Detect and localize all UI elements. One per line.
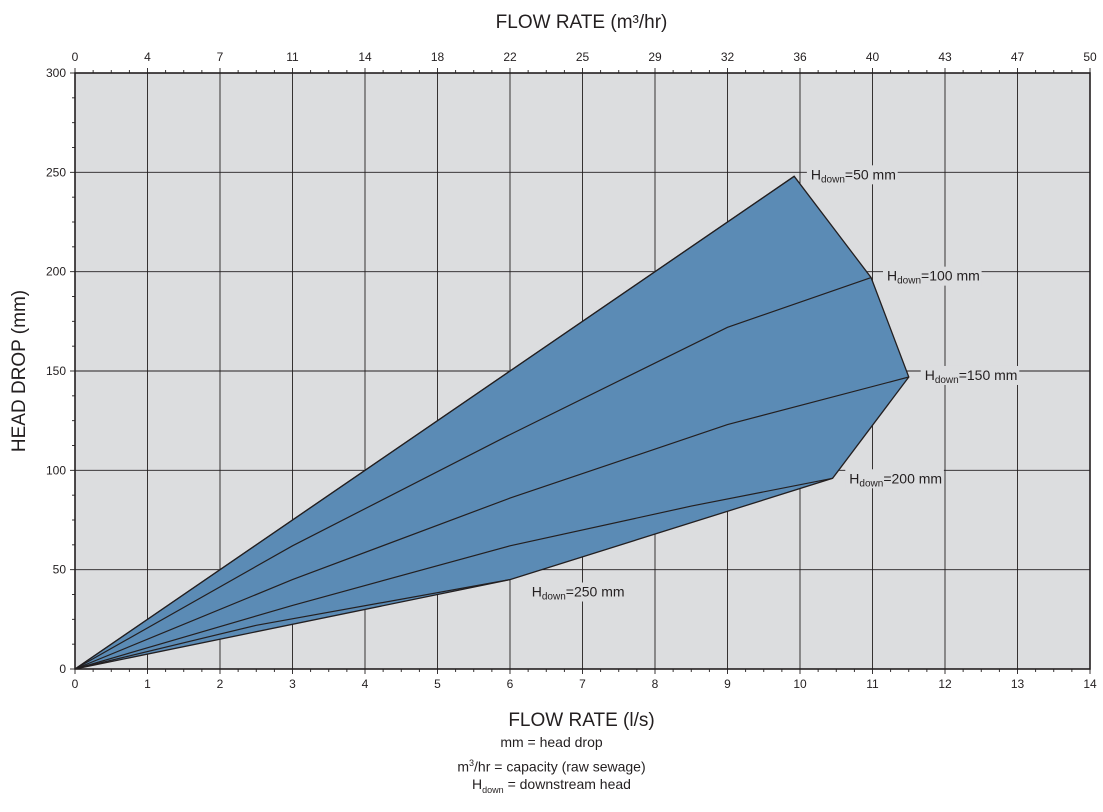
curve-label: Hdown=200 mm	[849, 470, 942, 489]
legend-line-capacity: m3/hr = capacity (raw sewage)	[0, 753, 1103, 775]
top-x-tick-label: 50	[1083, 50, 1097, 64]
tick-marks	[70, 68, 1091, 674]
legend-line-mm: mm = head drop	[500, 734, 603, 750]
legend-capacity-unit: m	[457, 758, 470, 775]
x-tick-label: 1	[144, 677, 151, 691]
legend-notes: mm = head drop m3/hr = capacity (raw sew…	[0, 732, 1103, 795]
curve-label-value: =150 mm	[959, 367, 1018, 383]
curve-label: Hdown=100 mm	[887, 268, 980, 287]
curve-label-value: =200 mm	[883, 470, 942, 486]
x-tick-label: 14	[1083, 677, 1097, 691]
curve-label-symbol: H	[532, 584, 542, 600]
top-x-tick-label: 47	[1011, 50, 1025, 64]
top-x-tick-label: 32	[721, 50, 735, 64]
x-tick-label: 13	[1011, 677, 1025, 691]
top-x-tick-label: 29	[648, 50, 662, 64]
curve-label-subscript: down	[935, 375, 959, 386]
x-tick-label: 8	[652, 677, 659, 691]
curve-line	[74, 376, 909, 670]
x-tick-label: 0	[72, 677, 79, 691]
curve-label-background	[806, 165, 898, 185]
legend-capacity-text: /hr = capacity (raw sewage)	[474, 758, 646, 775]
curve-label-value: =250 mm	[566, 584, 625, 600]
y-tick-label: 200	[46, 265, 66, 279]
top-x-tick-label: 25	[576, 50, 590, 64]
y-tick-label: 150	[46, 364, 66, 378]
top-x-tick-label: 0	[72, 50, 79, 64]
x-tick-label: 5	[434, 677, 441, 691]
curve-label-background	[920, 365, 1020, 385]
curve-label-background	[883, 266, 982, 286]
curve-label-background	[527, 582, 627, 602]
y-tick-label: 300	[46, 66, 66, 80]
y-tick-labels: 0 50 100 150 200 250 300	[46, 66, 66, 676]
y-tick-label: 0	[59, 662, 66, 676]
x-tick-label: 9	[724, 677, 731, 691]
y-tick-label: 250	[46, 165, 66, 179]
top-x-axis-title: FLOW RATE (m³/hr)	[496, 12, 668, 33]
top-x-tick-label: 7	[217, 50, 224, 64]
legend-line-hdown: Hdown = downstream head	[0, 774, 1103, 795]
curve-label-subscript: down	[859, 478, 883, 489]
top-x-tick-label: 18	[431, 50, 445, 64]
y-tick-label: 100	[46, 463, 66, 477]
top-x-tick-label: 4	[144, 50, 151, 64]
curve-label: Hdown=250 mm	[532, 584, 625, 603]
curve-label-subscript: down	[897, 276, 921, 287]
top-x-tick-label: 14	[358, 50, 372, 64]
head-drop-chart: 0 1 2 3 4 5 6 7 8 9 10 11 12 13 14 0 4 7 11 14 18 22 25 29 32 36…	[9, 12, 1097, 731]
legend-hdown-text: = downstream head	[503, 776, 631, 792]
curve-label-value: =50 mm	[845, 166, 896, 182]
x-tick-label: 3	[289, 677, 296, 691]
top-x-tick-labels: 0 4 7 11 14 18 22 25 29 32 36 40 43 47 50	[72, 50, 1097, 64]
bottom-x-tick-labels: 0 1 2 3 4 5 6 7 8 9 10 11 12 13 14	[72, 677, 1097, 691]
curve-label-symbol: H	[849, 470, 859, 486]
top-x-tick-label: 43	[938, 50, 952, 64]
curve-line	[74, 175, 795, 670]
x-tick-label: 11	[866, 677, 879, 691]
curve-label: Hdown=150 mm	[925, 367, 1018, 386]
x-tick-label: 6	[507, 677, 514, 691]
y-axis-title: HEAD DROP (mm)	[9, 290, 30, 452]
curve-label-symbol: H	[811, 166, 821, 182]
curve-label: Hdown=50 mm	[811, 166, 896, 185]
curve-label-symbol: H	[925, 367, 935, 383]
x-tick-label: 12	[938, 677, 952, 691]
x-tick-label: 2	[217, 677, 224, 691]
curve-lines	[74, 175, 909, 670]
curve-label-subscript: down	[542, 592, 566, 603]
top-x-tick-label: 11	[286, 50, 299, 64]
x-tick-label: 7	[579, 677, 586, 691]
curve-label-subscript: down	[821, 174, 845, 185]
curve-label-background	[845, 469, 944, 489]
x-tick-label: 10	[793, 677, 807, 691]
top-x-tick-label: 40	[866, 50, 880, 64]
legend-hdown-symbol: H	[472, 776, 483, 792]
top-x-tick-label: 22	[503, 50, 517, 64]
curve-label-symbol: H	[887, 268, 897, 284]
curve-line	[74, 477, 833, 670]
x-tick-label: 4	[362, 677, 369, 691]
y-tick-label: 50	[53, 563, 67, 577]
curve-line	[74, 277, 872, 670]
curve-label-value: =100 mm	[921, 268, 980, 284]
legend-capacity-sup: 3	[469, 758, 475, 768]
curve-line	[74, 579, 511, 670]
legend-hdown-sub: down	[482, 784, 504, 795]
top-x-tick-label: 36	[793, 50, 807, 64]
bottom-x-axis-title: FLOW RATE (l/s)	[508, 710, 654, 731]
